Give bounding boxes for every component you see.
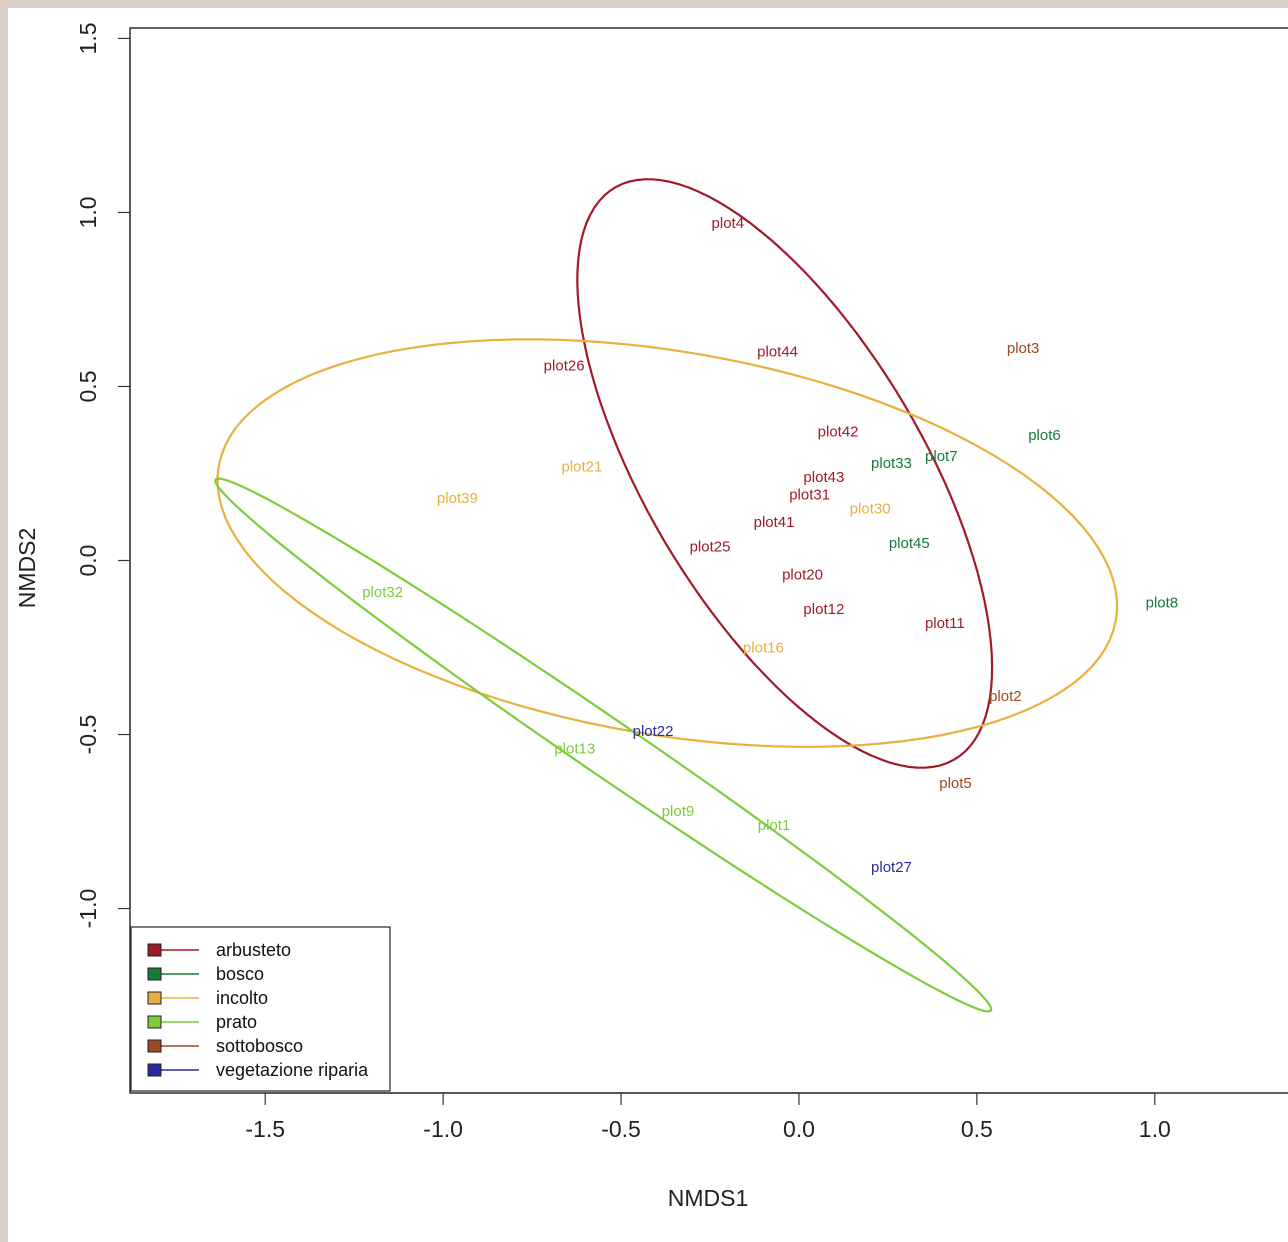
legend-swatch [147,967,162,981]
point-label-plot22: plot22 [633,723,674,740]
legend-swatch [147,1063,162,1077]
legend-box [130,926,391,1092]
point-label-plot42: plot42 [818,424,859,441]
point-label-plot33: plot33 [871,455,912,472]
point-label-plot7: plot7 [925,448,958,465]
legend: arbusteto bosco incolto prato sottobosco vege… [130,926,391,1092]
x-tick-label: 0.0 [783,1116,815,1142]
point-label-plot32: plot32 [362,584,403,601]
point-label-plot6: plot6 [1028,427,1061,444]
point-label-plot43: plot43 [803,469,844,486]
legend-entry-label: arbusteto [216,940,291,960]
point-label-plot45: plot45 [889,535,930,552]
legend-entry-label: vegetazione riparia [216,1060,369,1080]
x-tick-label: 1.0 [1139,1116,1171,1142]
point-label-plot30: plot30 [850,500,891,517]
y-tick-label: -0.5 [75,715,101,755]
point-label-plot3: plot3 [1007,340,1040,357]
point-label-plot21: plot21 [561,459,602,476]
point-label-plot2: plot2 [989,688,1022,705]
y-axis-ticks: -1.0 -0.5 0.0 0.5 1.0 1.5 [75,22,131,929]
y-tick-label: 1.5 [75,22,101,54]
x-tick-label: -1.0 [423,1116,463,1142]
x-tick-label: -0.5 [601,1116,641,1142]
point-label-plot5: plot5 [939,775,972,792]
point-label-plot25: plot25 [690,539,731,556]
y-axis-title: NMDS2 [14,528,40,609]
legend-entry-label: sottobosco [216,1036,303,1056]
point-label-plot27: plot27 [871,859,912,876]
legend-entry-label: prato [216,1012,257,1032]
x-axis-ticks: -1.5 -1.0 -0.5 0.0 0.5 1.0 [245,1092,1171,1142]
point-label-plot13: plot13 [554,740,595,757]
point-label-plot4: plot4 [712,215,745,232]
point-labels: plot4 plot44 plot26 plot3 plot42 plot6 plot33 p… [362,215,1178,876]
legend-swatch [147,991,162,1005]
point-label-plot26: plot26 [544,358,585,375]
ellipse-incolto [216,338,1119,748]
y-tick-label: 0.5 [75,370,101,402]
ellipse-prato [214,477,993,1013]
y-tick-label: -1.0 [75,889,101,929]
point-label-plot41: plot41 [754,514,795,531]
x-axis-title: NMDS1 [668,1185,749,1211]
confidence-ellipses [214,178,1119,1013]
point-label-plot44: plot44 [757,344,798,361]
legend-swatch [147,943,162,957]
legend-swatch [147,1039,162,1053]
point-label-plot1: plot1 [758,817,791,834]
legend-entry-label: bosco [216,964,264,984]
nmds-chart: -1.5 -1.0 -0.5 0.0 0.5 1.0 -1.0 -0.5 0.0 0.5 1.0 1… [14,22,1288,1211]
point-label-plot16: plot16 [743,640,784,657]
ellipse-arbusteto [576,178,994,769]
chart-frame: -1.5 -1.0 -0.5 0.0 0.5 1.0 -1.0 -0.5 0.0 0.5 1.0 1… [8,8,1288,1242]
legend-entry-label: incolto [216,988,268,1008]
point-label-plot9: plot9 [662,803,695,820]
y-tick-label: 0.0 [75,545,101,577]
y-tick-label: 1.0 [75,196,101,228]
point-label-plot39: plot39 [437,490,478,507]
x-tick-label: 0.5 [961,1116,993,1142]
point-label-plot20: plot20 [782,566,823,583]
point-label-plot12: plot12 [803,601,844,618]
point-label-plot11: plot11 [925,615,965,632]
legend-swatch [147,1015,162,1029]
point-label-plot31: plot31 [789,486,830,503]
x-tick-label: -1.5 [245,1116,285,1142]
point-label-plot8: plot8 [1146,594,1179,611]
